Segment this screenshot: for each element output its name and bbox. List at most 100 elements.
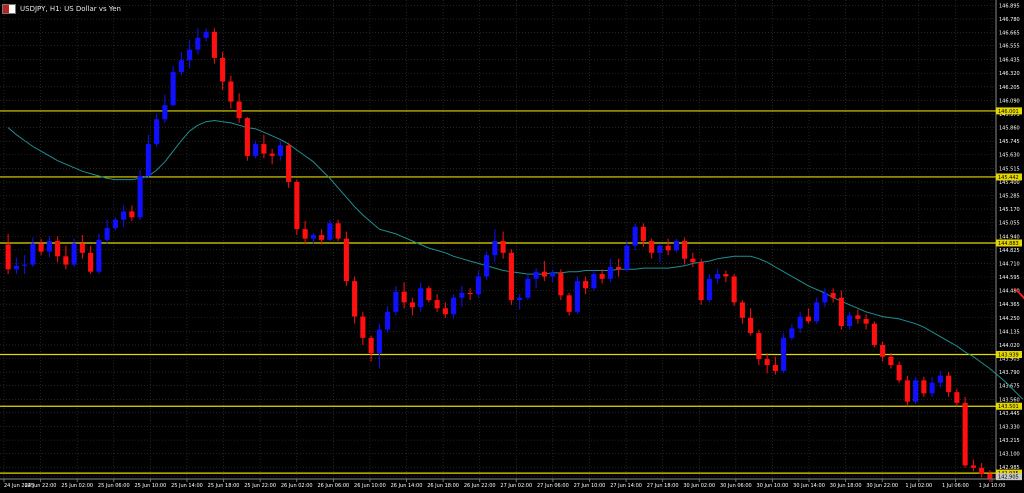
candle-body [104,227,110,240]
candle-body [657,245,663,253]
x-tick-label: 27 Jun 14:00 [610,483,642,489]
candle-body [5,244,11,270]
candle-body [426,288,432,301]
price-level-label: 143.501 [998,404,1019,410]
candle-body [558,272,564,296]
y-tick-label: 144.365 [999,302,1020,308]
candle-body [607,266,613,279]
y-tick-label: 144.480 [999,289,1020,295]
y-tick-label: 144.710 [999,261,1020,267]
candle-body [13,265,19,270]
y-tick-label: 143.560 [999,397,1020,403]
candle-body [913,380,919,402]
y-tick-label: 143.100 [999,452,1020,458]
y-tick-label: 145.745 [999,139,1020,145]
candle-body [888,356,894,366]
x-tick-label: 30 Jun 06:00 [720,483,752,489]
y-tick-label: 146.665 [999,30,1020,36]
candle-body [632,226,638,246]
candle-body [624,245,630,270]
candle-body [797,316,803,329]
candle-body [921,380,927,394]
candle-body [38,243,44,252]
candle-body [434,300,440,309]
candle-body [343,238,349,282]
candle-body [310,235,316,239]
y-tick-label: 146.320 [999,71,1020,77]
y-tick-label: 145.055 [999,221,1020,227]
candle-body [393,291,399,312]
candle-body [385,311,391,330]
x-tick-label: 30 Jun 22:00 [866,483,898,489]
x-tick-label: 30 Jun 14:00 [793,483,825,489]
x-tick-label: 25 Jun 18:00 [208,483,240,489]
candle-body [409,302,415,308]
y-tick-label: 143.675 [999,384,1020,390]
symbol-title: USDJPY, H1: US Dollar vs Yen [20,5,121,13]
currency-flag-icon [2,4,16,14]
candle-body [451,297,457,315]
candle-body [682,240,688,259]
price-level-tag [996,107,1022,115]
candle-body [517,297,523,301]
x-tick-label: 1 Jul 10:00 [979,483,1006,489]
x-tick-label: 26 Jun 10:00 [354,483,386,489]
candle-body [616,266,622,270]
candle-body [649,240,655,253]
y-tick-label: 145.285 [999,193,1020,199]
y-tick-label: 144.250 [999,316,1020,322]
y-tick-label: 146.205 [999,85,1020,91]
candle-body [830,292,836,298]
candle-body [772,365,778,371]
candle-body [145,144,151,177]
y-tick-label: 143.790 [999,370,1020,376]
candle-body [847,315,853,327]
candle-body [954,392,960,403]
y-tick-label: 143.215 [999,438,1020,444]
candle-body [63,256,69,265]
price-level-tag [996,350,1022,358]
candle-body [962,402,968,466]
current-price-label: 142.905 [998,475,1019,481]
x-tick-label: 25 Jun 22:00 [244,483,276,489]
candle-body [277,145,283,156]
y-tick-label: 146.780 [999,17,1020,23]
x-tick-label: 26 Jun 14:00 [391,483,423,489]
y-tick-label: 144.825 [999,248,1020,254]
x-tick-label: 24 Jun 2025 [4,483,34,489]
y-tick-label: 143.445 [999,411,1020,417]
candle-body [484,255,490,277]
candle-body [533,271,539,279]
candle-body [211,31,217,58]
y-tick-label: 145.975 [999,112,1020,118]
candle-body [855,315,861,319]
x-tick-label: 26 Jun 02:00 [281,483,313,489]
candle-body [30,243,36,265]
candle-body [178,60,184,73]
x-tick-label: 30 Jun 10:00 [757,483,789,489]
candle-body [863,318,869,324]
x-tick-label: 25 Jun 06:00 [98,483,130,489]
price-level-label: 143.939 [998,352,1019,358]
price-level-label: 144.883 [998,241,1019,247]
y-tick-label: 144.135 [999,329,1020,335]
candle-body [756,333,762,360]
candle-body [987,473,993,479]
candle-body [599,274,605,279]
x-tick-label: 25 Jun 14:00 [171,483,203,489]
candle-body [871,323,877,345]
candle-body [162,105,168,120]
candle-body [500,240,506,253]
x-tick-label: 1 Jul 02:00 [905,483,932,489]
candle-body [467,292,473,295]
candle-body [96,239,102,272]
x-tick-label: 30 Jun 18:00 [830,483,862,489]
moving-average-line [7,119,1024,400]
candle-body [475,276,481,295]
y-tick-label: 144.940 [999,234,1020,240]
candle-body [253,144,259,156]
candle-body [665,245,671,251]
candle-body [814,302,820,322]
